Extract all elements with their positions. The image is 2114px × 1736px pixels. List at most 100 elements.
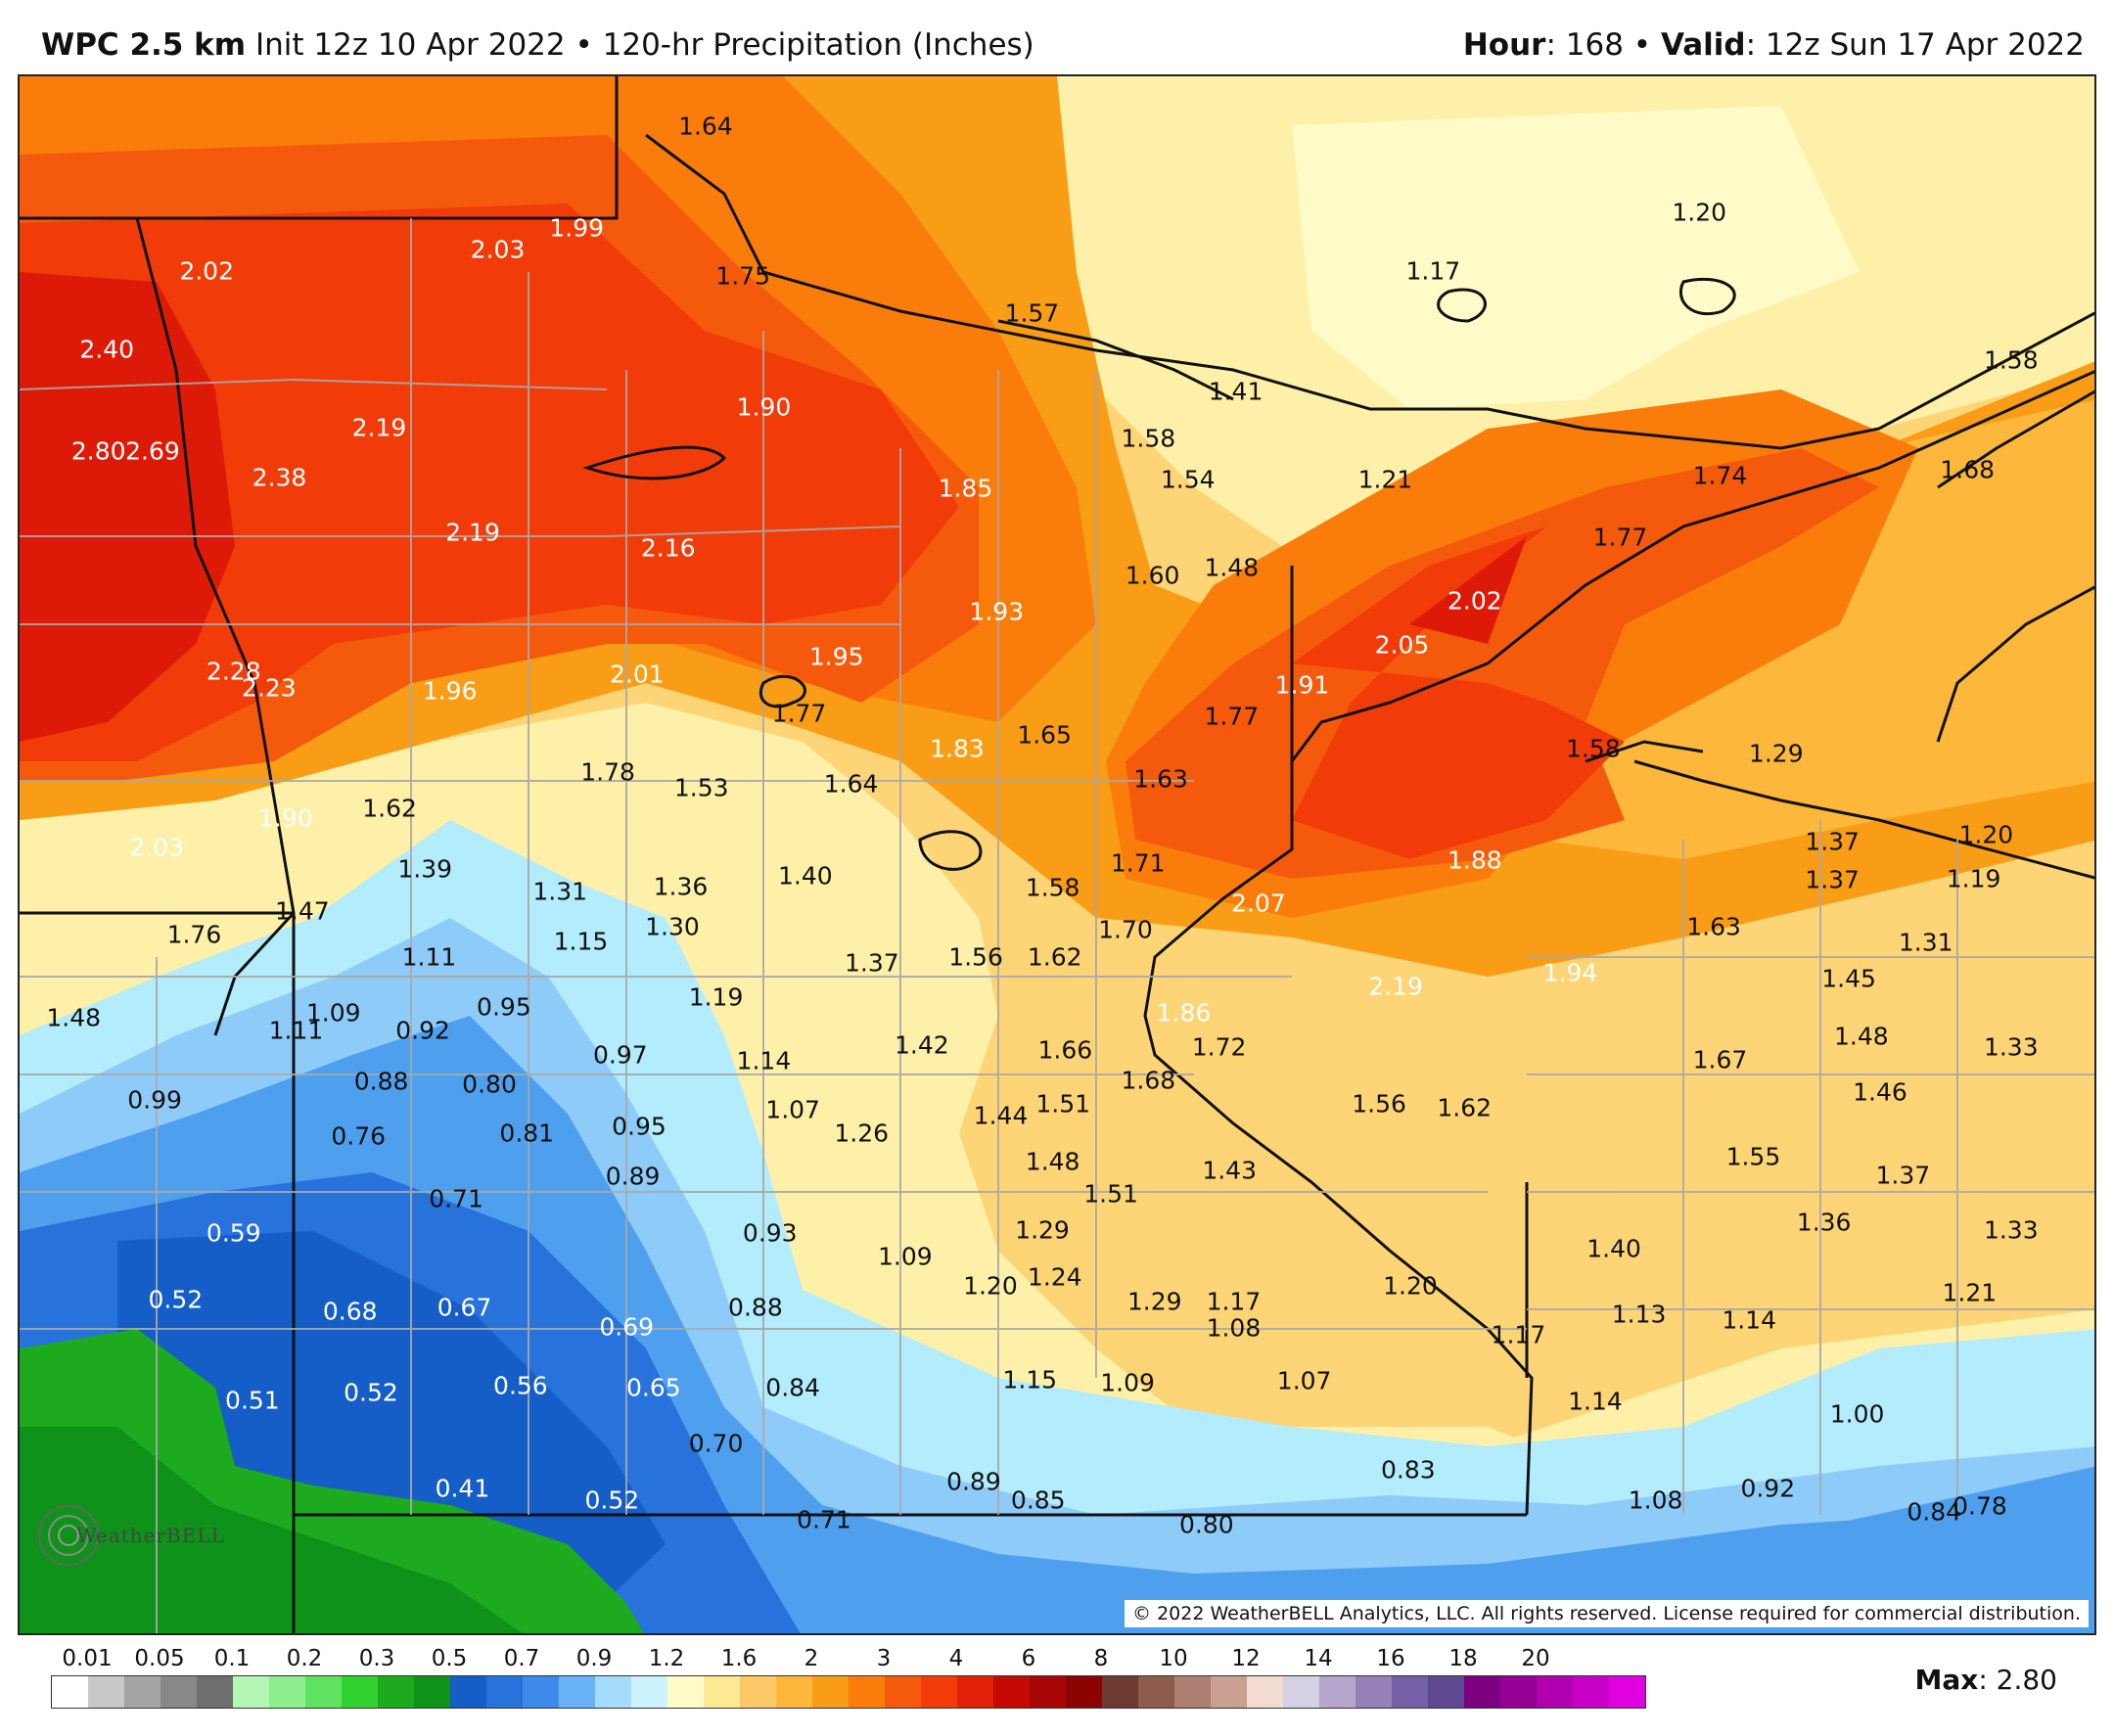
- precip-value-label: 1.44: [973, 1101, 1029, 1130]
- precip-value-label: 1.65: [1017, 720, 1072, 750]
- legend-tick-label: 18: [1448, 1646, 1478, 1671]
- precip-value-label: 1.37: [1805, 827, 1860, 856]
- precip-value-label: 1.48: [46, 1003, 102, 1032]
- legend-tick-label: 6: [1021, 1646, 1036, 1671]
- precip-value-label: 0.59: [206, 1218, 261, 1248]
- legend-swatch: [1319, 1676, 1356, 1708]
- precip-value-label: 0.41: [435, 1474, 490, 1503]
- legend-swatch: [1392, 1676, 1428, 1708]
- legend-color-bar: [51, 1675, 1646, 1709]
- legend-swatch: [1102, 1676, 1138, 1708]
- precip-value-label: 1.20: [963, 1271, 1018, 1301]
- precip-value-label: 1.26: [834, 1119, 890, 1148]
- precip-value-label: 1.17: [1206, 1287, 1262, 1316]
- precip-value-label: 0.85: [1010, 1485, 1066, 1515]
- legend-swatch: [1283, 1676, 1319, 1708]
- max-value-readout: Max: 2.80: [1914, 1664, 2057, 1696]
- precip-value-label: 1.48: [1204, 553, 1260, 582]
- header-separator: •: [1632, 27, 1652, 63]
- precip-value-label: 0.89: [605, 1162, 661, 1191]
- precip-value-label: 1.00: [1829, 1399, 1885, 1429]
- legend-tick-label: 12: [1231, 1646, 1261, 1671]
- precip-value-label: 1.62: [1437, 1093, 1493, 1122]
- precip-value-label: 2.19: [351, 413, 407, 442]
- precip-value-label: 1.29: [1015, 1215, 1070, 1245]
- precip-value-label: 2.02: [179, 256, 234, 286]
- precip-value-label: 2.28: [206, 657, 261, 686]
- precip-value-label: 1.60: [1125, 561, 1180, 590]
- precip-value-label: 1.74: [1692, 461, 1748, 490]
- precip-value-label: 0.89: [946, 1467, 1001, 1495]
- precip-value-label: 1.48: [1834, 1022, 1889, 1051]
- model-name: WPC 2.5 km: [41, 27, 247, 63]
- legend-swatch: [1066, 1676, 1102, 1708]
- legend-swatch: [1500, 1676, 1537, 1708]
- legend-swatch: [523, 1676, 559, 1708]
- precip-value-label: 2.69: [125, 436, 180, 466]
- precipitation-map[interactable]: 1.64 2.02 2.03 1.99 1.75 1.57 1.17 1.20 2.40 1.90…: [18, 74, 2096, 1635]
- title-separator: •: [574, 27, 593, 63]
- legend-swatch: [305, 1676, 342, 1708]
- precip-value-label: 1.68: [1121, 1066, 1176, 1095]
- precip-value-label: 0.97: [592, 1040, 648, 1070]
- precip-value-label: 1.63: [1686, 912, 1741, 941]
- legend-swatch: [414, 1676, 450, 1708]
- legend-swatch: [161, 1676, 197, 1708]
- precip-value-label: 1.66: [1037, 1035, 1093, 1065]
- precip-value-label: 1.91: [1274, 670, 1330, 700]
- precip-value-label: 2.01: [609, 660, 665, 689]
- precip-value-label: 1.43: [1202, 1156, 1257, 1185]
- precip-value-label: 0.84: [1907, 1497, 1962, 1527]
- precip-value-label: 1.09: [305, 998, 361, 1028]
- precip-value-label: 1.15: [553, 927, 609, 956]
- precip-value-label: 1.77: [1204, 702, 1260, 731]
- precip-value-label: 0.78: [1953, 1491, 2007, 1521]
- precip-value-label: 1.95: [808, 642, 864, 671]
- precip-value-label: 1.64: [823, 769, 879, 799]
- precip-value-label: 1.57: [1004, 298, 1060, 328]
- precip-value-label: 0.65: [625, 1373, 681, 1402]
- legend-swatch: [197, 1676, 233, 1708]
- precip-value-label: 2.07: [1231, 889, 1286, 918]
- precip-value-label: 0.93: [742, 1218, 798, 1248]
- precip-value-label: 1.94: [1542, 958, 1598, 987]
- precip-value-label: 0.71: [429, 1184, 483, 1213]
- precip-value-label: 1.58: [1566, 734, 1621, 763]
- logo-swirl-icon: [38, 1505, 99, 1566]
- precip-value-label: 1.77: [771, 699, 827, 728]
- precip-value-label: 1.37: [1805, 865, 1860, 894]
- legend-tick-label: 1.2: [648, 1646, 685, 1671]
- precip-value-label: 0.95: [612, 1112, 666, 1141]
- legend-swatch: [885, 1676, 921, 1708]
- legend-tick-label: 0.9: [575, 1646, 613, 1671]
- legend-swatch: [1428, 1676, 1464, 1708]
- precip-value-label: 0.80: [462, 1070, 517, 1099]
- legend-tick-label: 1.6: [720, 1646, 758, 1671]
- precip-value-label: 1.51: [1083, 1179, 1138, 1209]
- valid-time-header: Hour: 168 • Valid: 12z Sun 17 Apr 2022: [1463, 27, 2085, 63]
- precip-value-label: 1.90: [736, 392, 792, 422]
- valid-label: Valid: [1660, 27, 1746, 63]
- precip-value-label: 0.67: [437, 1293, 492, 1322]
- precip-value-label: 1.11: [268, 1016, 324, 1045]
- precip-value-label: 1.14: [736, 1046, 792, 1075]
- legend-swatch: [378, 1676, 414, 1708]
- legend-swatch: [849, 1676, 885, 1708]
- precip-value-label: 0.92: [1740, 1474, 1796, 1503]
- legend-tick-label: 16: [1376, 1646, 1405, 1671]
- precip-value-label: 1.39: [397, 854, 453, 884]
- precip-value-label: 1.67: [1692, 1045, 1748, 1074]
- precip-value-label: 1.58: [1983, 345, 2039, 375]
- legend-swatch: [1211, 1676, 1247, 1708]
- precip-value-label: 1.29: [1126, 1287, 1182, 1316]
- legend-tick-label: 0.3: [358, 1646, 395, 1671]
- precip-value-label: 2.40: [79, 335, 135, 364]
- precip-value-label: 1.19: [1946, 864, 2001, 893]
- precip-value-label: 1.70: [1098, 915, 1153, 944]
- precip-value-label: 1.71: [1110, 848, 1166, 878]
- legend-swatch: [1138, 1676, 1174, 1708]
- legend-tick-label: 14: [1304, 1646, 1333, 1671]
- precip-value-label: 1.30: [645, 912, 700, 941]
- legend-swatch: [1247, 1676, 1283, 1708]
- precip-value-label: 2.19: [1368, 972, 1423, 1001]
